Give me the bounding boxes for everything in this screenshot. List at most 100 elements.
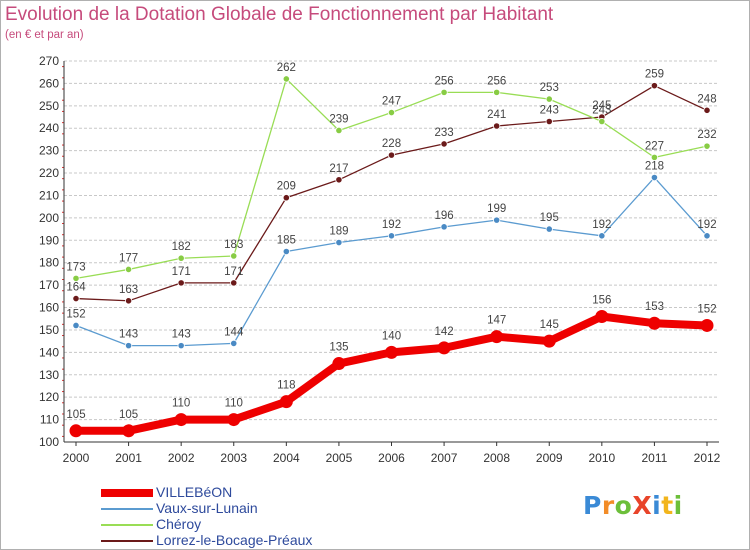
x-tick-label: 2010: [588, 451, 615, 465]
y-tick-label: 210: [39, 188, 59, 202]
data-point: [440, 140, 448, 148]
chart-title: Evolution de la Dotation Globale de Fonc…: [5, 4, 554, 25]
legend-label: VILLEBéON: [156, 484, 233, 500]
data-label: 152: [697, 303, 716, 315]
y-tick-label: 170: [39, 278, 59, 292]
data-point: [440, 88, 448, 96]
data-label: 256: [434, 75, 453, 87]
series-vaux-sur-lunain: 152 143 143 144 185 189 192 196 199 195 192 218 192: [66, 161, 717, 350]
y-tick-label: 140: [39, 345, 59, 359]
y-tick-label: 100: [39, 435, 59, 449]
legend-item-vaux-sur-lunain: Vaux-sur-Lunain: [101, 500, 421, 517]
data-label: 152: [66, 308, 85, 320]
data-point: [598, 117, 606, 126]
x-tick-label: 2002: [168, 451, 195, 465]
legend-label: Vaux-sur-Lunain: [156, 500, 258, 516]
data-point: [177, 342, 185, 350]
data-label: 177: [119, 252, 138, 264]
data-point: [124, 297, 133, 305]
data-point: [387, 108, 396, 117]
data-label: 183: [224, 239, 243, 251]
logo-letter: t: [661, 491, 674, 520]
data-point: [542, 334, 556, 348]
data-label: 140: [382, 330, 401, 342]
legend-label: Chéroy: [156, 516, 202, 532]
data-label: 243: [592, 105, 611, 117]
x-tick-label: 2011: [642, 451, 668, 465]
data-label: 118: [277, 380, 295, 392]
data-point: [598, 232, 606, 240]
logo-letter: r: [601, 491, 615, 520]
y-tick-label: 200: [39, 211, 59, 225]
proxiti-logo: ProXiti: [583, 491, 683, 520]
data-point: [72, 274, 80, 282]
x-tick-label: 2003: [220, 451, 247, 465]
x-tick-label: 2006: [378, 451, 405, 465]
y-tick-label: 240: [39, 121, 59, 135]
data-label: 173: [66, 261, 85, 273]
data-point: [69, 424, 83, 438]
data-point: [650, 82, 659, 90]
data-label: 182: [172, 241, 191, 253]
data-point: [440, 223, 448, 231]
data-point: [282, 194, 290, 202]
y-tick-label: 110: [40, 413, 59, 427]
y-tick-label: 180: [39, 256, 59, 270]
data-point: [437, 341, 451, 355]
logo-letter: P: [583, 491, 602, 520]
data-point: [545, 225, 553, 233]
x-tick-label: 2009: [536, 451, 563, 465]
data-label: 195: [540, 212, 559, 224]
data-label: 209: [277, 181, 296, 193]
data-label: 245: [592, 100, 611, 112]
legend: VILLEBéON Vaux-sur-Lunain Chéroy Lorrez-le-…: [101, 484, 421, 549]
data-label: 185: [277, 235, 296, 247]
y-tick-label: 160: [39, 301, 59, 315]
chart-subtitle: (en € et par an): [5, 29, 84, 41]
data-point: [122, 424, 136, 438]
x-tick-label: 2000: [63, 451, 90, 465]
y-tick-label: 250: [39, 99, 59, 113]
data-label: 110: [172, 398, 190, 410]
data-label: 192: [592, 219, 611, 231]
data-label: 259: [645, 69, 664, 81]
data-label: 171: [172, 266, 191, 278]
data-point: [493, 216, 501, 224]
legend-item-ch-roy: Chéroy: [101, 516, 421, 533]
data-point: [72, 294, 80, 303]
data-point: [650, 153, 659, 161]
data-point: [493, 88, 501, 96]
data-point: [282, 75, 290, 83]
data-point: [279, 395, 293, 409]
data-label: 171: [224, 266, 243, 278]
data-label: 105: [66, 409, 85, 421]
data-label: 217: [329, 163, 348, 175]
data-label: 248: [697, 93, 716, 105]
data-point: [493, 122, 501, 130]
data-point: [335, 126, 343, 135]
data-label: 135: [329, 342, 348, 354]
data-point: [177, 279, 185, 287]
series-ch-roy: 173 177 182 183 262 239 247 256 256 253 243 227 232: [66, 62, 717, 282]
data-label: 192: [697, 219, 716, 231]
data-point: [703, 232, 711, 240]
logo-letter: i: [673, 491, 683, 520]
data-label: 199: [487, 203, 506, 215]
data-point: [545, 117, 553, 126]
data-point: [387, 232, 396, 240]
x-tick-label: 2005: [326, 451, 353, 465]
y-tick-label: 130: [39, 368, 59, 382]
data-point: [490, 330, 504, 344]
data-point: [177, 254, 185, 262]
data-point: [650, 173, 659, 182]
legend-item-villeb-on: VILLEBéON: [101, 484, 421, 501]
data-label: 142: [434, 326, 453, 338]
legend-swatch: [101, 524, 153, 526]
data-label: 228: [382, 138, 401, 150]
data-label: 196: [434, 210, 453, 222]
data-label: 192: [382, 219, 401, 231]
data-point: [335, 238, 343, 247]
data-label: 262: [277, 62, 296, 74]
data-point: [230, 252, 238, 260]
